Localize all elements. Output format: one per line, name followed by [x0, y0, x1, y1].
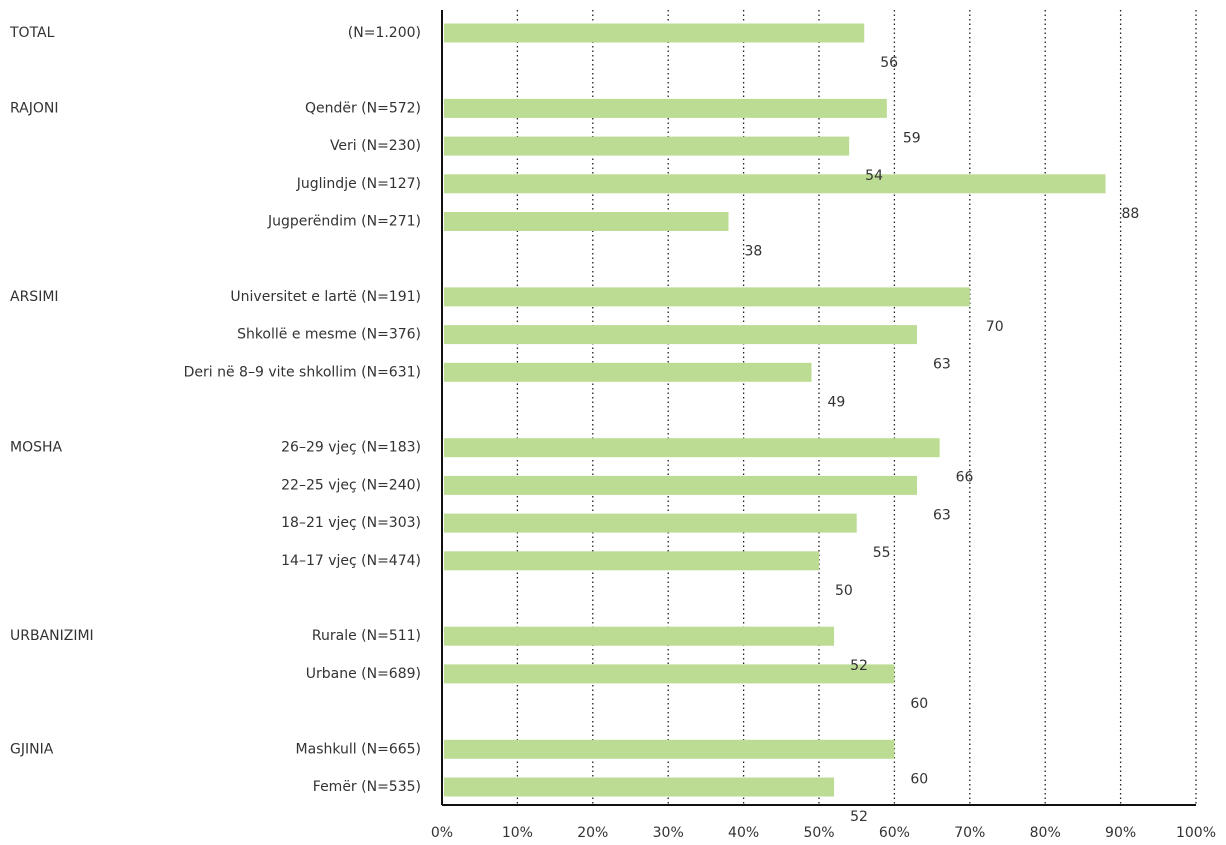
group-label: ARSIMI: [10, 289, 59, 305]
grid-lines: [516, 10, 1197, 805]
bar: [444, 174, 1106, 194]
category-label: Mashkull (N=665): [296, 741, 421, 757]
bar: [444, 438, 940, 458]
value-label: 70: [986, 319, 1004, 335]
category-label: Juglindje (N=127): [296, 176, 421, 192]
bar: [444, 739, 895, 759]
group-label: RAJONI: [10, 100, 59, 116]
x-tick-label: 80%: [1030, 825, 1061, 841]
category-label: Jugperëndim (N=271): [267, 214, 421, 230]
bar: [444, 513, 857, 533]
value-label: 59: [903, 130, 921, 146]
group-label: TOTAL: [9, 25, 55, 41]
category-label: 22–25 vjeç (N=240): [281, 477, 421, 493]
category-label: Deri në 8–9 vite shkollim (N=631): [184, 364, 421, 380]
category-label: (N=1.200): [348, 25, 421, 41]
x-tick-label: 100%: [1176, 825, 1216, 841]
bar: [444, 325, 918, 345]
category-label: 26–29 vjeç (N=183): [281, 440, 421, 456]
bar: [444, 362, 812, 382]
labels: TOTAL (N=1.200) 56 RAJONI Qendër (N=572) 59 Ve…: [9, 25, 1216, 841]
value-label: 88: [1122, 206, 1140, 222]
x-tick-label: 40%: [728, 825, 759, 841]
value-label: 54: [865, 168, 883, 184]
value-label: 60: [910, 771, 928, 787]
category-label: Shkollë e mesme (N=376): [237, 327, 421, 343]
axes: [441, 10, 1196, 806]
bar: [444, 212, 729, 231]
x-tick-label: 30%: [653, 825, 684, 841]
category-label: Veri (N=230): [330, 138, 421, 154]
bar: [444, 475, 918, 495]
category-label: 14–17 vjeç (N=474): [281, 553, 421, 569]
value-label: 49: [827, 394, 845, 410]
x-tick-label: 70%: [954, 825, 985, 841]
x-tick-label: 0%: [431, 825, 453, 841]
category-label: Femër (N=535): [313, 779, 421, 795]
category-label: Rurale (N=511): [312, 628, 421, 644]
bar: [444, 23, 865, 43]
value-label: 66: [956, 470, 974, 486]
x-tick-label: 60%: [879, 825, 910, 841]
bar: [444, 626, 835, 646]
bar: [444, 136, 850, 156]
value-label: 63: [933, 357, 951, 373]
value-label: 55: [873, 545, 891, 561]
value-label: 52: [850, 809, 868, 825]
bar: [444, 551, 819, 571]
x-tick-label: 50%: [803, 825, 834, 841]
group-label: URBANIZIMI: [10, 628, 94, 644]
value-label: 52: [850, 658, 868, 674]
bar: [444, 98, 887, 118]
bar: [444, 287, 970, 307]
category-label: Qendër (N=572): [305, 100, 421, 116]
bar: [444, 664, 895, 684]
category-label: Urbane (N=689): [306, 666, 421, 682]
category-label: 18–21 vjeç (N=303): [281, 515, 421, 531]
bar: [444, 777, 835, 797]
x-tick-label: 10%: [502, 825, 533, 841]
value-label: 38: [745, 244, 763, 260]
bars: [444, 23, 1106, 797]
value-label: 63: [933, 507, 951, 523]
category-label: Universitet e lartë (N=191): [230, 289, 421, 305]
value-label: 60: [910, 696, 928, 712]
group-label: GJINIA: [10, 741, 54, 757]
x-tick-label: 20%: [577, 825, 608, 841]
x-tick-label: 90%: [1105, 825, 1136, 841]
value-label: 56: [880, 55, 898, 71]
group-label: MOSHA: [10, 440, 63, 456]
value-label: 50: [835, 583, 853, 599]
